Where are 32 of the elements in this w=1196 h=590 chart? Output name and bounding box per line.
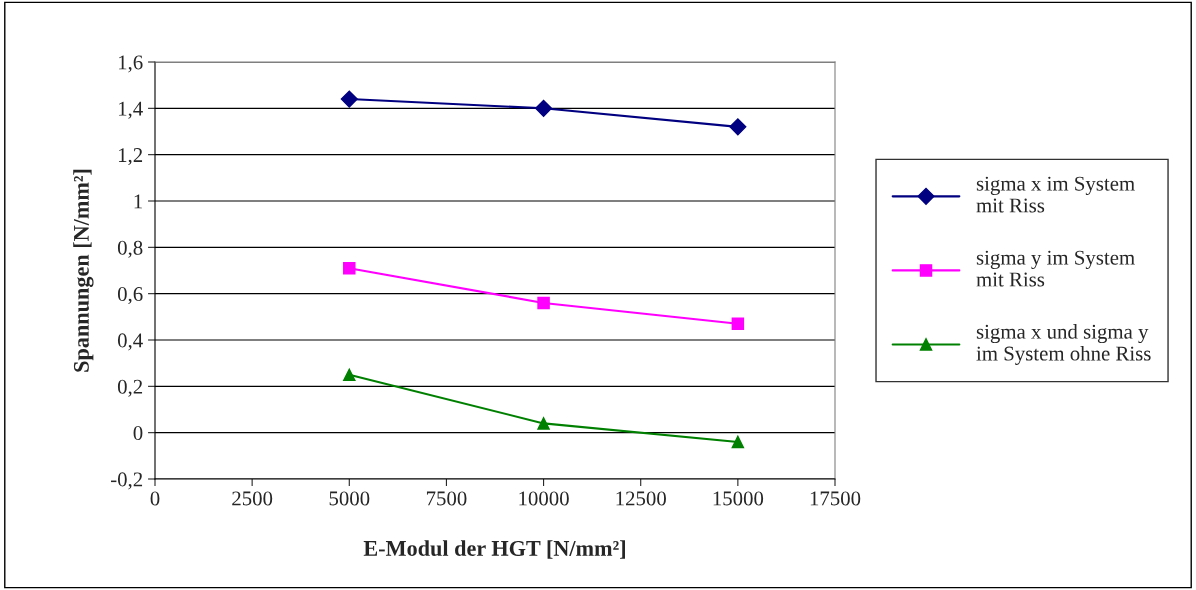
x-tick-label: 7500	[426, 491, 467, 506]
point	[343, 261, 356, 275]
point	[729, 118, 747, 136]
y-tick-label: 0	[133, 426, 143, 441]
legend-label: sigma y im System mit Riss	[976, 250, 1135, 287]
x-tick-label: 15000	[713, 491, 764, 506]
point	[731, 317, 745, 331]
x-tick-label: 12500	[616, 491, 666, 506]
point	[537, 296, 550, 310]
y-tick-label: 0,6	[117, 287, 143, 305]
y-tick-label: 1	[134, 194, 142, 209]
y-tick-label: -0,2	[110, 472, 143, 490]
x-axis-title: E-Modul der HGT [N/mm²]	[363, 540, 625, 559]
x-tick-label: 0	[150, 491, 160, 506]
point	[731, 435, 745, 449]
y-tick-label: 1,4	[118, 101, 143, 119]
x-tick-label: 17500	[810, 491, 861, 506]
x-tick-label: 10000	[519, 491, 569, 506]
point	[343, 368, 356, 382]
y-axis-title: Spannungen [N/mm²]	[73, 169, 94, 372]
x-tick-label: 5000	[329, 491, 370, 506]
legend-label: sigma x im System mit Riss	[976, 176, 1135, 213]
x-tick-label: 2500	[232, 491, 273, 506]
legend-label: sigma x und sigma y im System ohne Riss	[976, 324, 1151, 365]
y-tick-label: 1,2	[118, 148, 143, 166]
point	[537, 417, 550, 430]
point	[340, 90, 358, 108]
y-tick-label: 0,4	[117, 333, 143, 351]
y-tick-label: 0,2	[117, 379, 143, 397]
y-tick-label: 1,6	[118, 55, 143, 73]
y-tick-label: 0,8	[117, 240, 143, 258]
point	[535, 99, 553, 117]
